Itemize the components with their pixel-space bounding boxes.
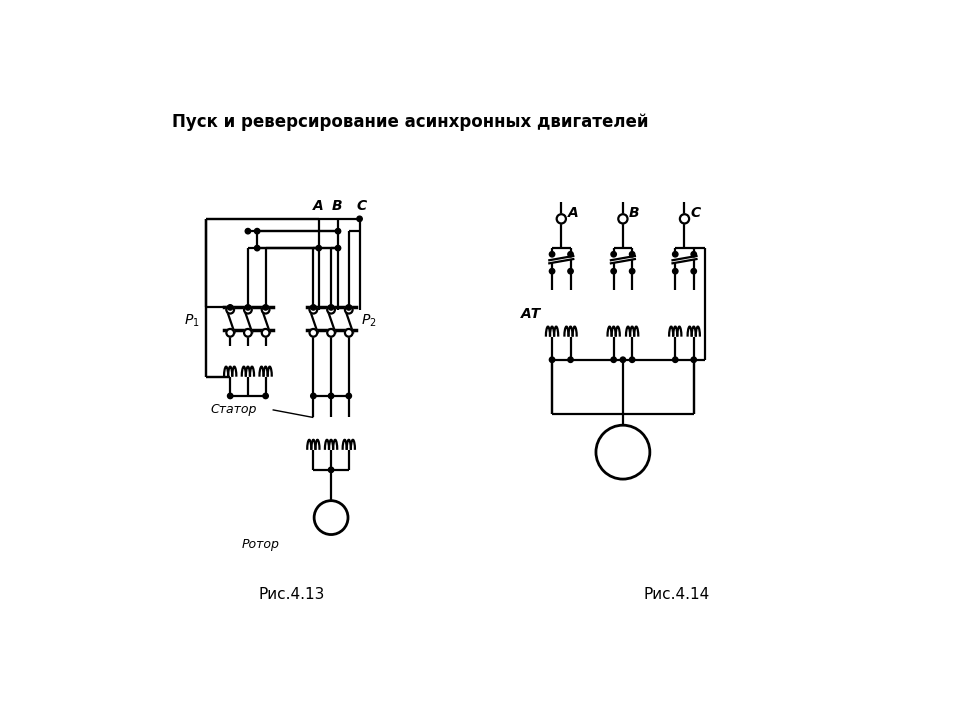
Circle shape	[611, 269, 616, 274]
Circle shape	[611, 251, 616, 257]
Text: Статор: Статор	[211, 403, 257, 416]
Circle shape	[568, 251, 573, 257]
Text: A: A	[313, 199, 324, 212]
Circle shape	[347, 393, 351, 399]
Circle shape	[309, 329, 317, 337]
Circle shape	[263, 393, 268, 399]
Text: C: C	[356, 199, 366, 212]
Text: Пуск и реверсирование асинхронных двигателей: Пуск и реверсирование асинхронных двигат…	[173, 113, 649, 131]
Text: Рис.4.13: Рис.4.13	[258, 588, 325, 603]
Text: $P_2$: $P_2$	[361, 313, 376, 330]
Circle shape	[244, 329, 252, 337]
Text: Ротор: Ротор	[242, 538, 279, 551]
Circle shape	[262, 306, 270, 313]
Circle shape	[227, 306, 234, 313]
Circle shape	[254, 246, 260, 251]
Circle shape	[345, 306, 352, 313]
Circle shape	[311, 305, 316, 310]
Circle shape	[335, 228, 341, 234]
Text: Рис.4.14: Рис.4.14	[643, 588, 710, 603]
Circle shape	[327, 329, 335, 337]
Circle shape	[568, 357, 573, 362]
Circle shape	[316, 246, 322, 251]
Circle shape	[596, 426, 650, 479]
Circle shape	[254, 228, 260, 234]
Circle shape	[630, 357, 635, 362]
Circle shape	[618, 215, 628, 223]
Circle shape	[347, 305, 351, 310]
Circle shape	[630, 251, 635, 257]
Circle shape	[673, 269, 678, 274]
Circle shape	[549, 251, 555, 257]
Circle shape	[568, 269, 573, 274]
Circle shape	[245, 305, 251, 310]
Circle shape	[228, 305, 233, 310]
Circle shape	[335, 246, 341, 251]
Text: A: A	[567, 206, 578, 220]
Circle shape	[345, 329, 352, 337]
Circle shape	[620, 357, 626, 362]
Circle shape	[228, 393, 233, 399]
Circle shape	[611, 357, 616, 362]
Text: B: B	[629, 206, 639, 220]
Circle shape	[245, 228, 251, 234]
Circle shape	[630, 269, 635, 274]
Circle shape	[227, 329, 234, 337]
Circle shape	[691, 251, 696, 257]
Circle shape	[314, 500, 348, 534]
Text: АТ: АТ	[521, 307, 541, 320]
Circle shape	[549, 269, 555, 274]
Circle shape	[327, 306, 335, 313]
Circle shape	[680, 215, 689, 223]
Circle shape	[244, 306, 252, 313]
Circle shape	[673, 251, 678, 257]
Circle shape	[262, 329, 270, 337]
Circle shape	[691, 357, 696, 362]
Circle shape	[328, 393, 334, 399]
Text: B: B	[332, 199, 343, 212]
Circle shape	[328, 305, 334, 310]
Circle shape	[328, 467, 334, 472]
Circle shape	[263, 305, 268, 310]
Text: C: C	[690, 206, 701, 220]
Circle shape	[673, 357, 678, 362]
Circle shape	[357, 216, 362, 222]
Circle shape	[691, 269, 696, 274]
Circle shape	[557, 215, 565, 223]
Circle shape	[311, 393, 316, 399]
Circle shape	[309, 306, 317, 313]
Text: $P_1$: $P_1$	[183, 313, 200, 330]
Circle shape	[549, 357, 555, 362]
